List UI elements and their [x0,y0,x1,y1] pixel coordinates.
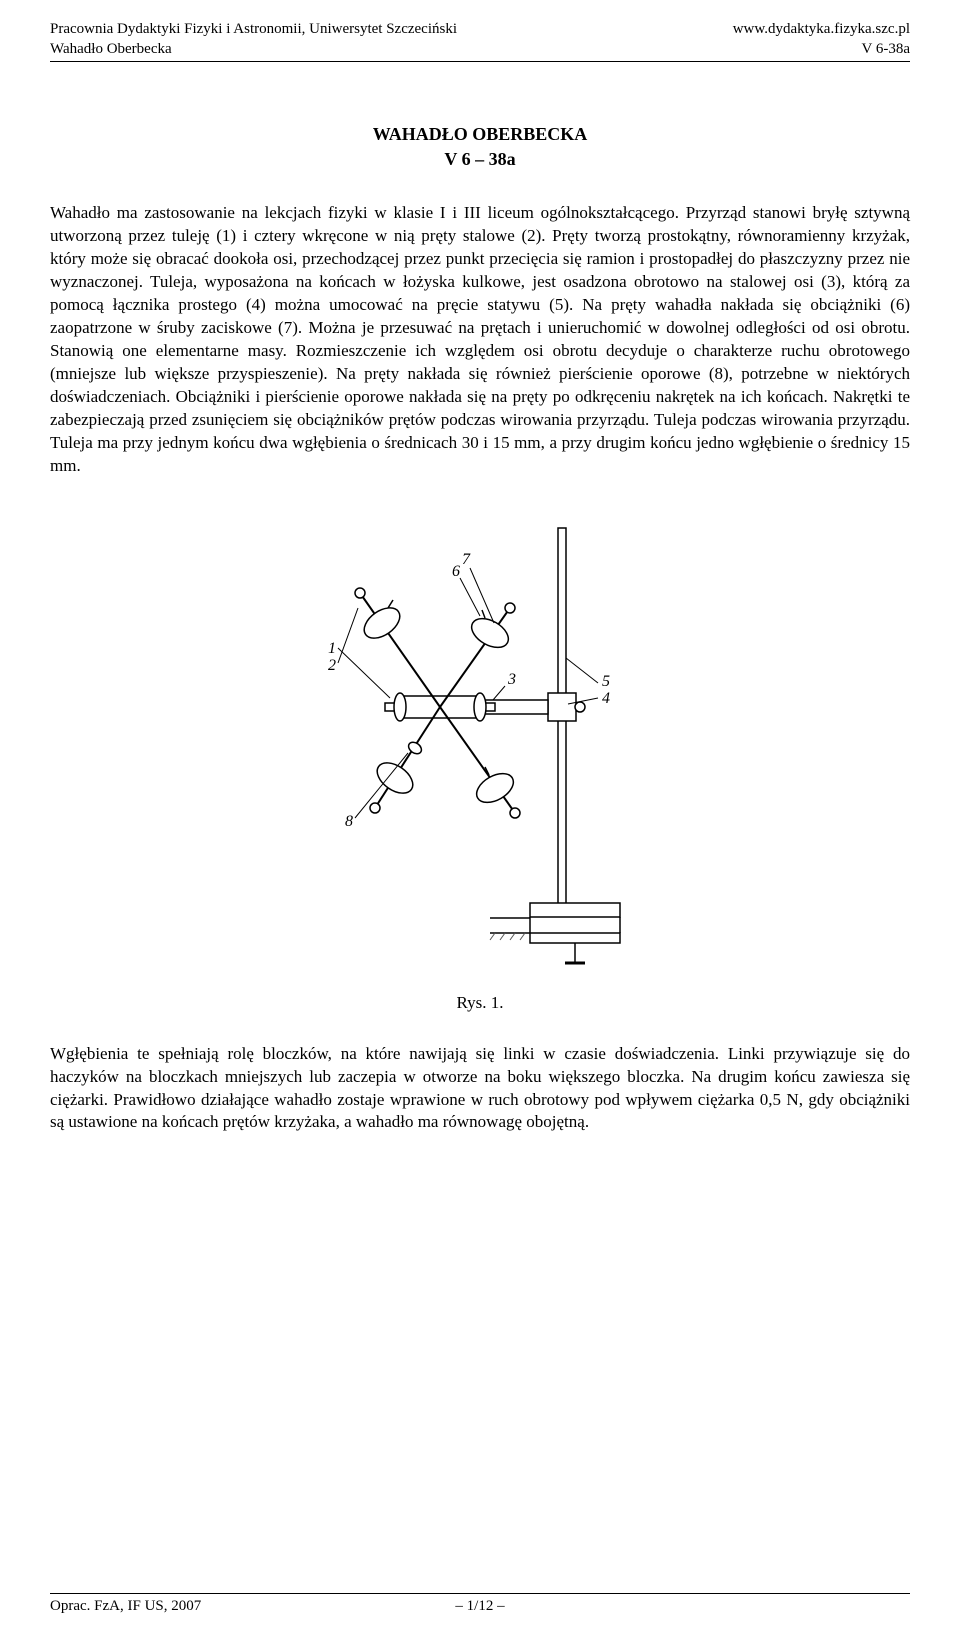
header-left: Pracownia Dydaktyki Fizyki i Astronomii,… [50,20,457,59]
header-url: www.dydaktyka.fizyka.szc.pl [733,20,910,40]
paragraph-2: Wgłębienia te spełniają rolę bloczków, n… [50,1043,910,1135]
figure-caption: Rys. 1. [50,993,910,1013]
document-title: WAHADŁO OBERBECKA [50,122,910,147]
apparatus-diagram: 1 2 6 7 3 4 5 8 [290,508,670,968]
document-subtitle: V 6 – 38a [50,147,910,172]
header-right: www.dydaktyka.fizyka.szc.pl V 6-38a [733,20,910,59]
header-code: V 6-38a [733,40,910,60]
page-header: Pracownia Dydaktyki Fizyki i Astronomii,… [50,20,910,62]
figure-1: 1 2 6 7 3 4 5 8 [50,508,910,973]
label-8: 8 [345,813,353,830]
page-footer: Oprac. FzA, IF US, 2007 – 1/12 – [50,1593,910,1615]
label-7: 7 [462,551,471,568]
label-4: 4 [602,690,610,707]
label-3: 3 [507,671,516,688]
header-topic: Wahadło Oberbecka [50,40,457,60]
label-6: 6 [452,563,460,580]
label-5: 5 [602,673,610,690]
header-institution: Pracownia Dydaktyki Fizyki i Astronomii,… [50,20,457,40]
label-1: 1 [328,640,336,657]
footer-author: Oprac. FzA, IF US, 2007 [50,1598,201,1615]
paragraph-1: Wahadło ma zastosowanie na lekcjach fizy… [50,202,910,477]
label-2: 2 [328,657,336,674]
title-block: WAHADŁO OBERBECKA V 6 – 38a [50,122,910,172]
footer-page-number: – 1/12 – [455,1598,504,1615]
